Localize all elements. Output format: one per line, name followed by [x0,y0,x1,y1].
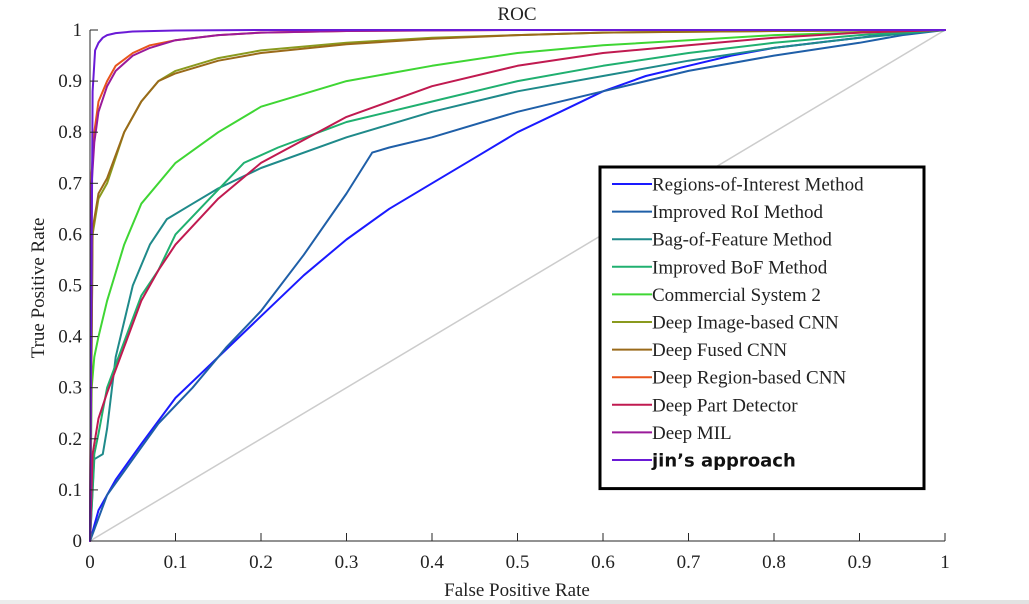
chart-title: ROC [497,4,536,25]
legend-label: Deep MIL [652,423,732,444]
y-tick-label: 0.5 [58,276,82,297]
y-tick-label: 0.4 [58,327,82,348]
axes: 0 0.1 0.2 0.3 0.4 0.5 0.6 0.7 0.8 0.9 1 0 0.1 0.2 0.3 0… [58,20,950,573]
y-tick-label: 0.8 [58,122,82,143]
y-tick-label: 0.6 [58,224,82,245]
series-line-8 [89,29,946,542]
series-line-1 [89,29,946,542]
legend: Regions-of-Interest Method Improved RoI M… [598,165,926,491]
legend-label: jin’s approach [651,451,796,472]
legend-label: Regions-of-Interest Method [652,175,864,196]
legend-label: Commercial System 2 [652,285,821,306]
y-tick-label: 0.9 [58,71,82,92]
x-tick-label: 0.4 [420,552,444,573]
series-line-10 [89,29,946,542]
legend-label: Improved RoI Method [652,202,823,223]
x-tick-label: 0.1 [164,552,188,573]
series-line-2 [89,29,946,542]
y-tick-label: 0.3 [58,378,82,399]
reference-diagonal-line [89,29,946,542]
legend-label: Deep Image-based CNN [652,313,839,334]
series-line-9 [89,29,946,542]
bottom-strip-left [0,600,510,604]
y-tick-label: 0.7 [58,173,82,194]
x-tick-label: 0.6 [591,552,615,573]
y-tick-label: 1 [73,20,83,41]
legend-label: Deep Region-based CNN [652,368,846,389]
x-tick-label: 0.3 [335,552,359,573]
series-line-4 [89,29,946,542]
x-tick-label: 0.7 [677,552,701,573]
plot-area [89,29,946,542]
series-line-6 [89,29,946,542]
legend-label: Bag-of-Feature Method [652,230,832,251]
x-tick-label: 0.9 [848,552,872,573]
legend-label: Deep Fused CNN [652,340,787,361]
y-tick-label: 0.2 [58,429,82,450]
x-tick-label: 1 [940,552,950,573]
x-tick-label: 0.8 [762,552,786,573]
y-tick-label: 0.1 [58,480,82,501]
x-tick-label: 0 [85,552,95,573]
legend-label: Deep Part Detector [652,395,798,416]
series-line-3 [89,29,946,542]
y-tick-label: 0 [73,531,83,552]
x-tick-label: 0.5 [506,552,530,573]
bottom-strip-right [510,600,1029,604]
legend-box [598,165,926,491]
y-axis-label: True Positive Rate [28,218,49,359]
x-axis-label: False Positive Rate [444,580,590,600]
legend-label: Improved BoF Method [652,257,828,278]
x-tick-label: 0.2 [249,552,273,573]
